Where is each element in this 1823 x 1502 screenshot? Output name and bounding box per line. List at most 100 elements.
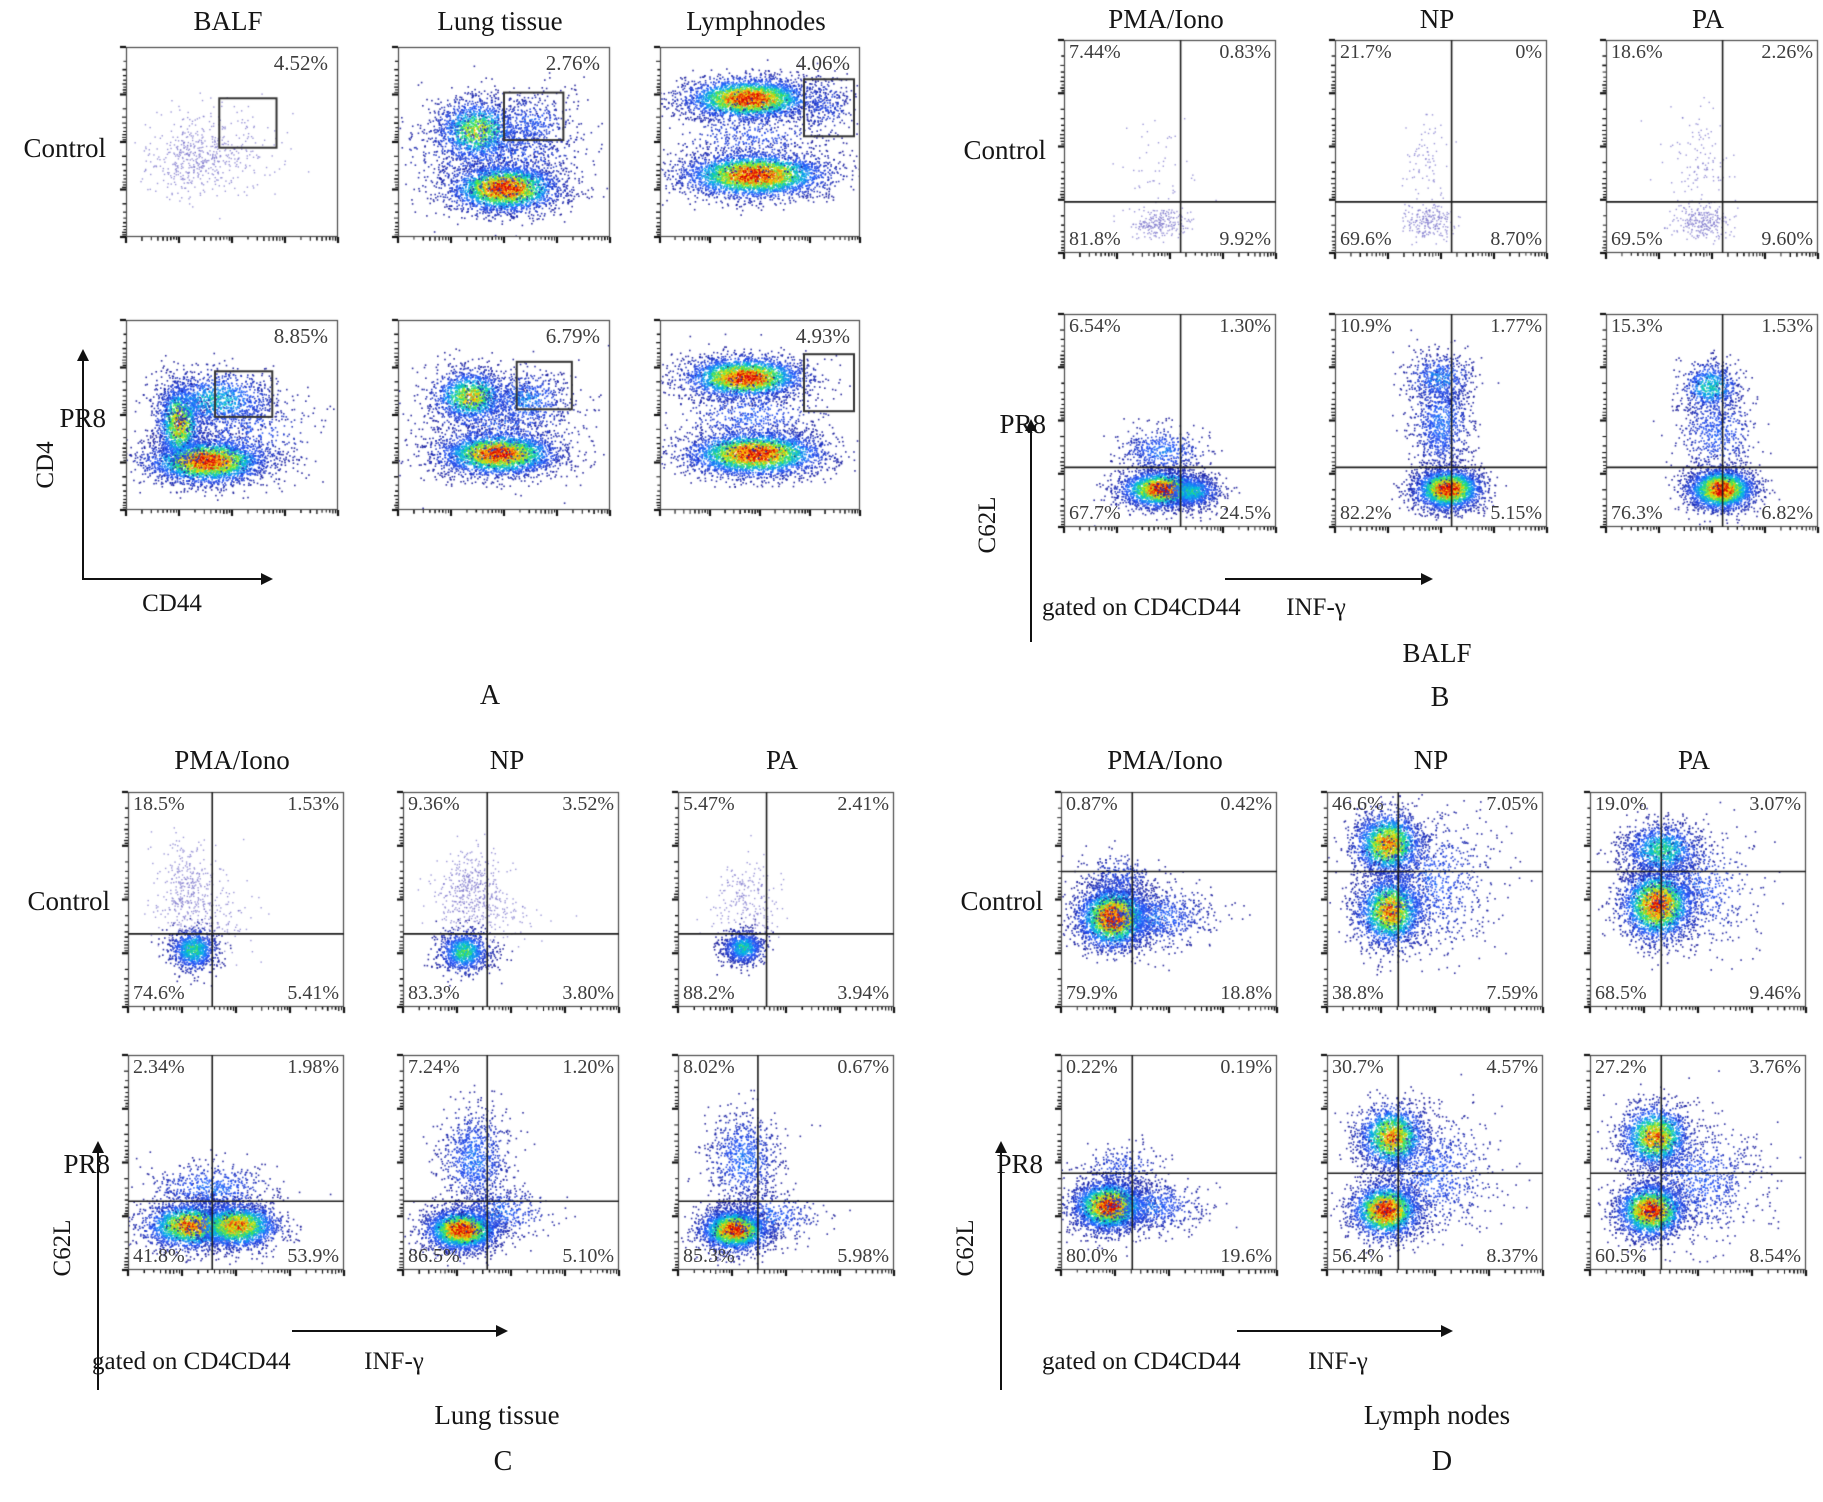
column-header-pa: PA	[765, 745, 799, 775]
gate-note-c: gated on CD4CD44	[92, 1348, 291, 1375]
scatter-canvas	[1325, 312, 1549, 540]
quadrant-pct-upper-right: 2.26%	[1761, 41, 1813, 63]
y-axis-label-b: C62L	[974, 496, 1001, 554]
quadrant-pct-lower-left: 86.5%	[408, 1245, 460, 1267]
quadrant-pct-lower-right: 3.80%	[562, 982, 614, 1004]
flow-plot-b-pr8-pa: 15.3% 1.53% 76.3% 6.82%	[1596, 312, 1820, 540]
quadrant-pct-lower-right: 24.5%	[1219, 502, 1271, 524]
quadrant-pct-upper-right: 3.52%	[562, 793, 614, 815]
column-header-pma-iono: PMA/Iono	[1107, 745, 1223, 775]
arrow-up-icon	[77, 349, 89, 361]
arrow-up-icon	[92, 1141, 104, 1153]
gate-pct: 4.93%	[795, 324, 850, 348]
x-axis-arrow-d	[1237, 1325, 1453, 1337]
column-header-pa: PA	[1691, 4, 1725, 34]
quadrant-pct-lower-left: 69.5%	[1611, 228, 1663, 250]
scatter-canvas	[388, 318, 612, 523]
quadrant-pct-lower-right: 9.92%	[1219, 228, 1271, 250]
quadrant-pct-lower-left: 60.5%	[1595, 1245, 1647, 1267]
flow-plot-b-control-pa: 18.6% 2.26% 69.5% 9.60%	[1596, 38, 1820, 266]
x-axis-arrow-a	[82, 573, 273, 585]
column-header-pma-iono: PMA/Iono	[1108, 4, 1224, 34]
quadrant-pct-upper-right: 1.98%	[287, 1056, 339, 1078]
arrow-right-icon	[261, 573, 273, 585]
quadrant-pct-lower-left: 81.8%	[1069, 228, 1121, 250]
scatter-canvas	[1054, 312, 1278, 540]
quadrant-pct-upper-left: 9.36%	[408, 793, 460, 815]
quadrant-pct-upper-left: 18.5%	[133, 793, 185, 815]
column-header-pa: PA	[1677, 745, 1711, 775]
quadrant-pct-lower-right: 7.59%	[1486, 982, 1538, 1004]
y-axis-arrow-b	[1025, 419, 1037, 642]
column-header-np: NP	[1413, 745, 1449, 775]
quadrant-pct-lower-left: 83.3%	[408, 982, 460, 1004]
x-axis-arrow-c	[292, 1325, 508, 1337]
quadrant-pct-lower-right: 8.54%	[1749, 1245, 1801, 1267]
quadrant-pct-lower-right: 18.8%	[1220, 982, 1272, 1004]
flow-plot-d-control-pa: 19.0% 3.07% 68.5% 9.46%	[1580, 790, 1808, 1020]
quadrant-pct-upper-left: 27.2%	[1595, 1056, 1647, 1078]
quadrant-pct-upper-right: 1.53%	[1761, 315, 1813, 337]
flow-plot-d-pr8-pa: 27.2% 3.76% 60.5% 8.54%	[1580, 1053, 1808, 1283]
panel-letter-b: B	[1430, 682, 1450, 713]
quadrant-pct-lower-right: 9.60%	[1761, 228, 1813, 250]
scatter-canvas	[1596, 38, 1820, 266]
x-axis-label-c: INF-γ	[364, 1348, 424, 1375]
arrow-right-icon	[1441, 1325, 1453, 1337]
scatter-canvas	[1317, 790, 1545, 1020]
flow-plot-b-pr8-np: 10.9% 1.77% 82.2% 5.15%	[1325, 312, 1549, 540]
flow-plot-a-pr8-balf: 8.85%	[116, 318, 340, 523]
flow-plot-a-pr8-lung-tissue: 6.79%	[388, 318, 612, 523]
quadrant-pct-upper-left: 19.0%	[1595, 793, 1647, 815]
flow-plot-d-control-np: 46.6% 7.05% 38.8% 7.59%	[1317, 790, 1545, 1020]
quadrant-pct-lower-left: 67.7%	[1069, 502, 1121, 524]
scatter-canvas	[1054, 38, 1278, 266]
quadrant-pct-upper-left: 7.24%	[408, 1056, 460, 1078]
scatter-canvas	[650, 45, 862, 250]
scatter-canvas	[118, 790, 346, 1020]
flow-plot-a-control-balf: 4.52%	[116, 45, 340, 250]
flow-plot-a-pr8-lymphnodes: 4.93%	[650, 318, 862, 523]
quadrant-pct-lower-right: 5.15%	[1490, 502, 1542, 524]
flow-plot-d-pr8-pma-iono: 0.22% 0.19% 80.0% 19.6%	[1051, 1053, 1279, 1283]
quadrant-pct-upper-right: 3.76%	[1749, 1056, 1801, 1078]
gate-pct: 4.06%	[795, 51, 850, 75]
scatter-canvas	[1051, 790, 1279, 1020]
column-header-pma-iono: PMA/Iono	[174, 745, 290, 775]
scatter-canvas	[1325, 38, 1549, 266]
quadrant-pct-upper-left: 6.54%	[1069, 315, 1121, 337]
scatter-canvas	[1596, 312, 1820, 540]
tissue-label-lymph-nodes: Lymph nodes	[1363, 1400, 1511, 1430]
quadrant-pct-lower-right: 6.82%	[1761, 502, 1813, 524]
tissue-label-balf: BALF	[1402, 638, 1472, 668]
quadrant-pct-upper-right: 0.42%	[1220, 793, 1272, 815]
flow-plot-d-control-pma-iono: 0.87% 0.42% 79.9% 18.8%	[1051, 790, 1279, 1020]
flow-plot-c-pr8-np: 7.24% 1.20% 86.5% 5.10%	[393, 1053, 621, 1283]
scatter-canvas	[116, 318, 340, 523]
y-axis-arrow-a	[77, 349, 89, 578]
panel-letter-c: C	[493, 1446, 513, 1477]
quadrant-pct-lower-left: 85.3%	[683, 1245, 735, 1267]
quadrant-pct-lower-right: 5.41%	[287, 982, 339, 1004]
quadrant-pct-lower-left: 88.2%	[683, 982, 735, 1004]
scatter-canvas	[668, 790, 896, 1020]
column-header-lung-tissue: Lung tissue	[437, 6, 563, 36]
scatter-canvas	[1580, 790, 1808, 1020]
panel-letter-d: D	[1431, 1446, 1453, 1477]
flow-plot-c-pr8-pma-iono: 2.34% 1.98% 41.8% 53.9%	[118, 1053, 346, 1283]
gate-pct: 2.76%	[545, 51, 600, 75]
quadrant-pct-upper-right: 1.30%	[1219, 315, 1271, 337]
flow-plot-c-pr8-pa: 8.02% 0.67% 85.3% 5.98%	[668, 1053, 896, 1283]
gate-pct: 6.79%	[545, 324, 600, 348]
row-label-pr8-d: PR8	[996, 1149, 1043, 1179]
arrow-up-icon	[995, 1141, 1007, 1153]
quadrant-pct-lower-left: 76.3%	[1611, 502, 1663, 524]
quadrant-pct-lower-left: 68.5%	[1595, 982, 1647, 1004]
flow-plot-c-control-pma-iono: 18.5% 1.53% 74.6% 5.41%	[118, 790, 346, 1020]
quadrant-pct-lower-left: 79.9%	[1066, 982, 1118, 1004]
quadrant-pct-upper-right: 1.53%	[287, 793, 339, 815]
panel-letter-a: A	[479, 680, 501, 711]
quadrant-pct-lower-right: 19.6%	[1220, 1245, 1272, 1267]
row-label-control-a: Control	[23, 133, 106, 163]
y-axis-label-d: C62L	[952, 1219, 979, 1277]
